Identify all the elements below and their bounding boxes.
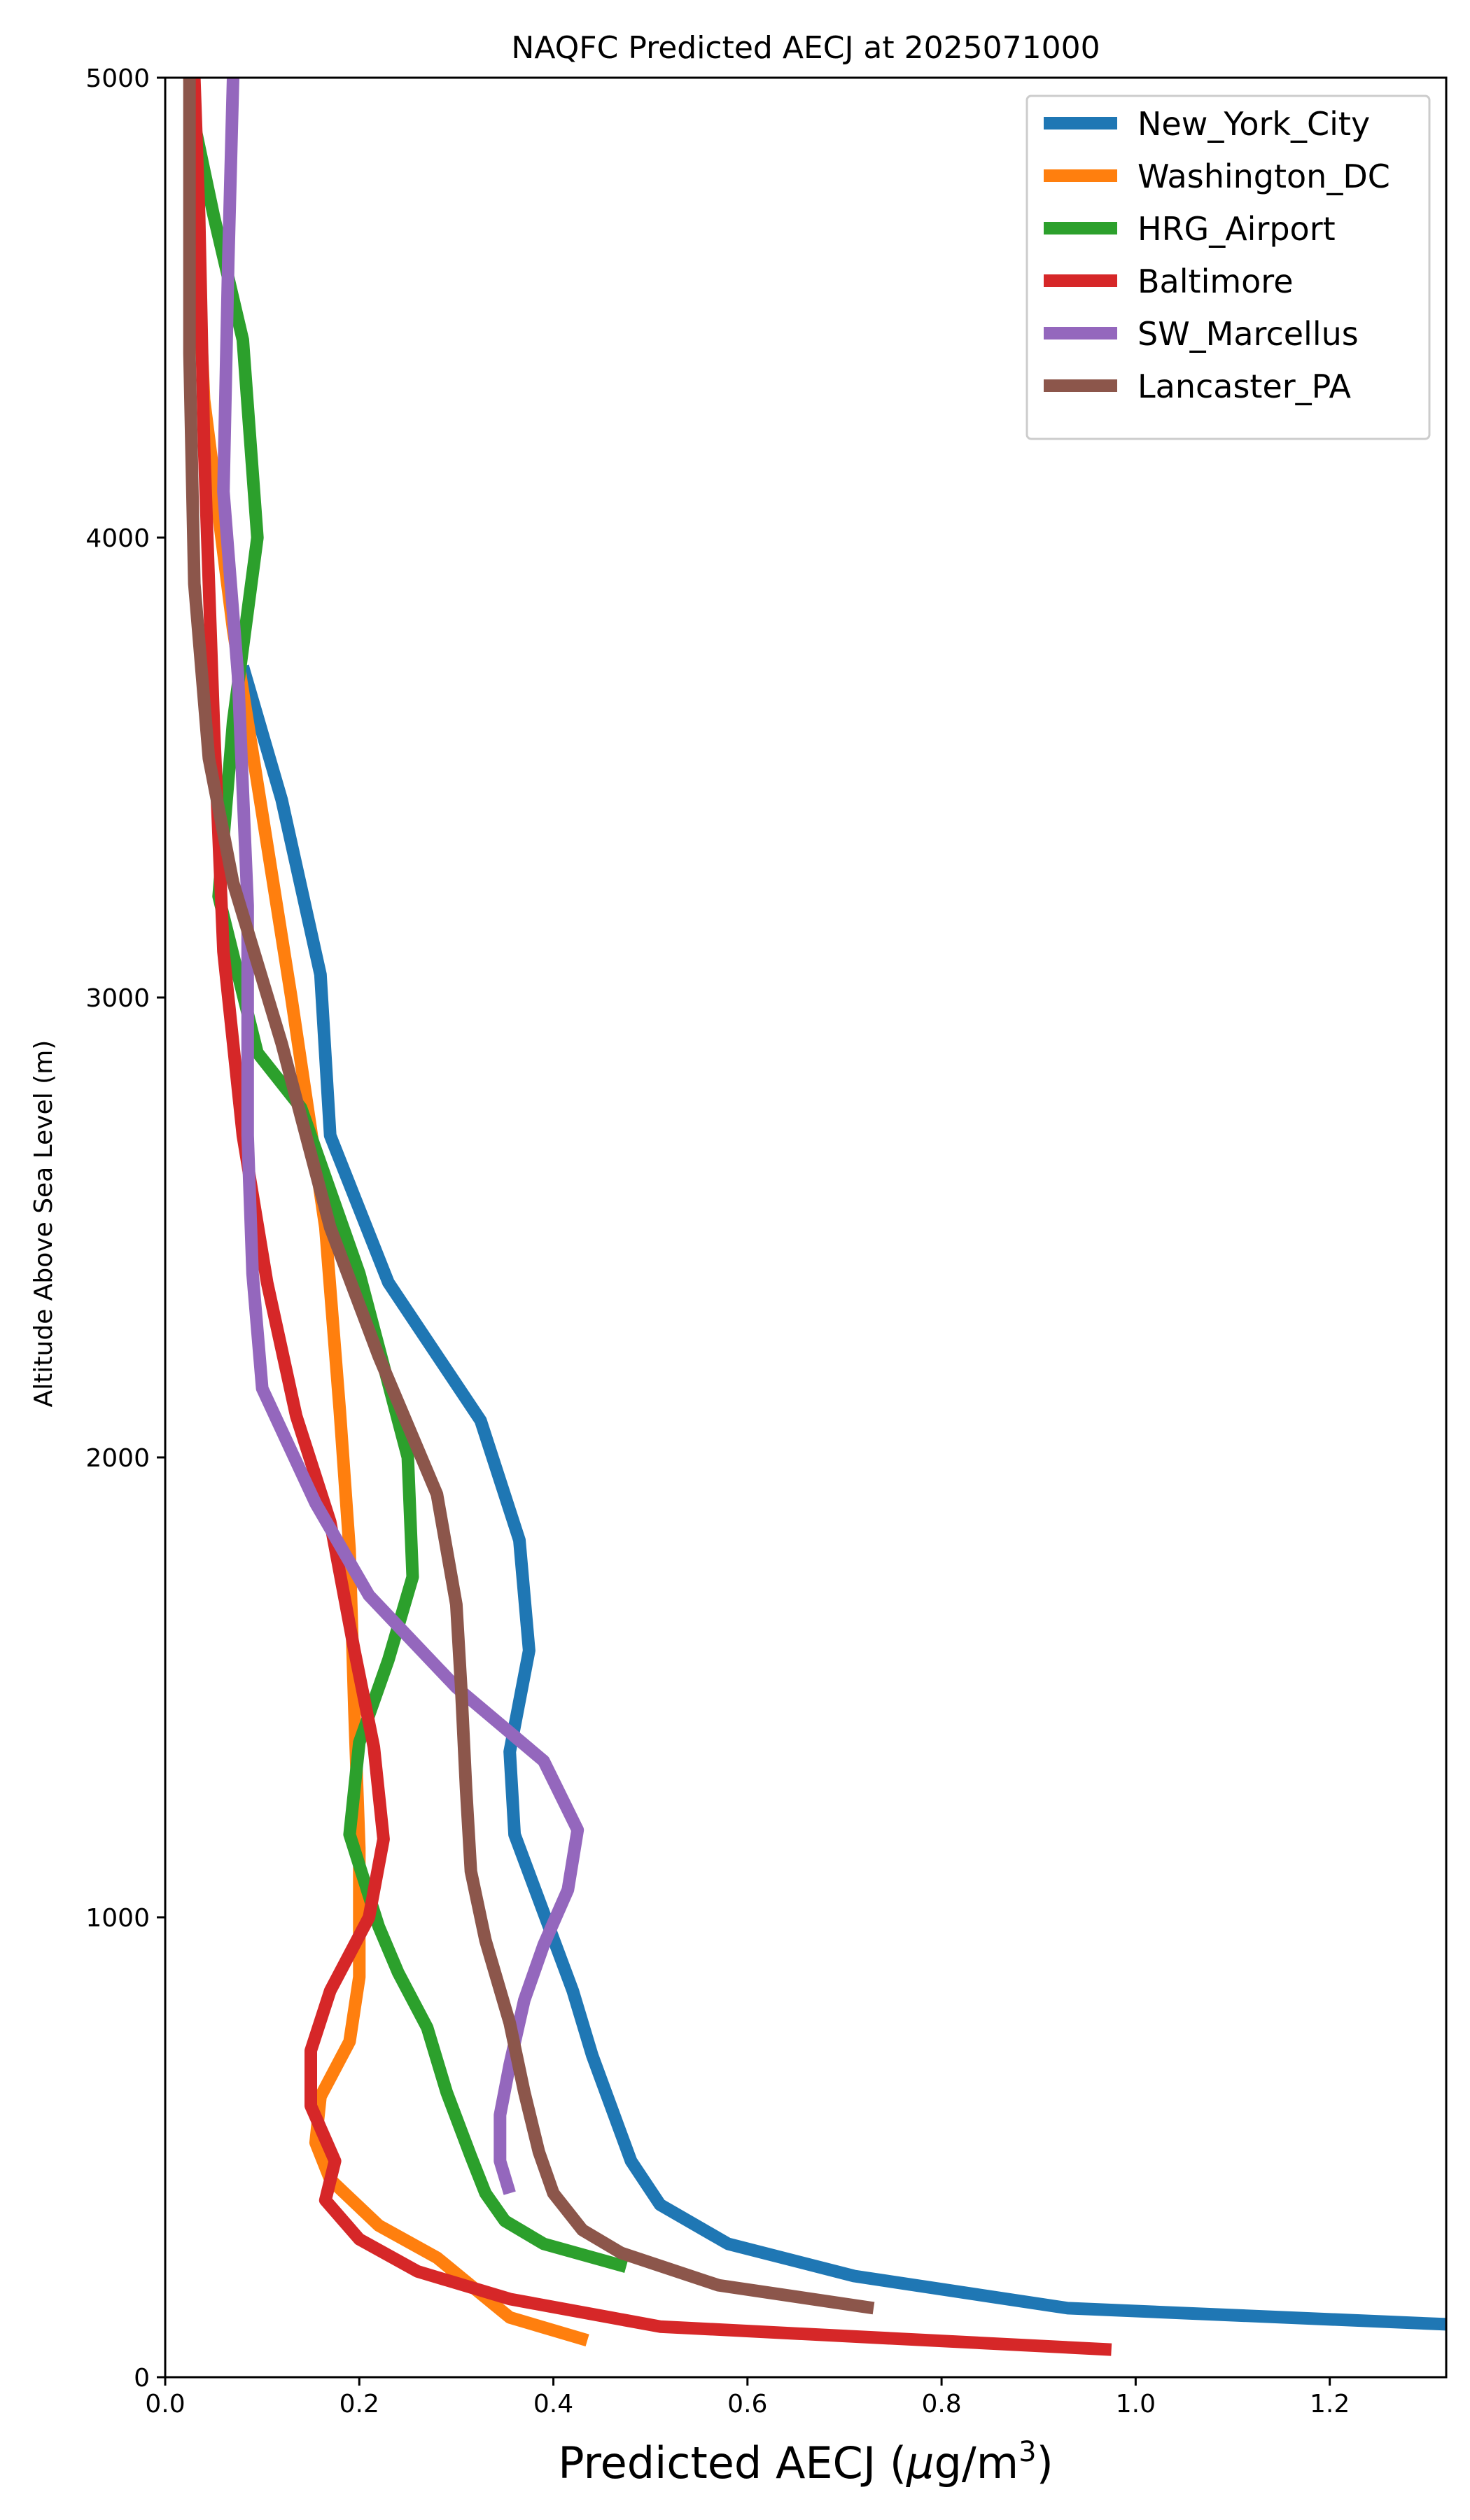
legend-frame bbox=[1026, 94, 1431, 440]
x-tick-label: 1.2 bbox=[1310, 2390, 1350, 2418]
plot-frame bbox=[164, 76, 1448, 2379]
y-tick-label: 0 bbox=[134, 2364, 150, 2393]
x-axis-label-superscript: 3 bbox=[1018, 2436, 1036, 2468]
series-layer bbox=[183, 78, 1446, 2356]
y-tick-label: 4000 bbox=[85, 524, 150, 553]
y-tick-label: 3000 bbox=[85, 984, 150, 1013]
x-axis-label-mu: μ bbox=[906, 2437, 934, 2488]
y-tick-label: 1000 bbox=[85, 1904, 150, 1933]
legend-label-Baltimore: Baltimore bbox=[1138, 262, 1294, 300]
x-axis-label: Predicted AECJ (μg/m3) bbox=[558, 2436, 1054, 2488]
legend-label-Lancaster_PA: Lancaster_PA bbox=[1138, 368, 1351, 405]
series-line-Lancaster_PA bbox=[183, 78, 875, 2315]
y-axis-label: Altitude Above Sea Level (m) bbox=[29, 1040, 58, 1408]
y-tick-label: 5000 bbox=[85, 64, 150, 93]
series-line-New_York_City bbox=[237, 664, 1446, 2331]
x-tick-label: 0.8 bbox=[921, 2390, 961, 2418]
y-tick-label: 2000 bbox=[85, 1444, 150, 1473]
x-tick-label: 0.2 bbox=[340, 2390, 379, 2418]
x-tick-label: 1.0 bbox=[1116, 2390, 1156, 2418]
legend-label-New_York_City: New_York_City bbox=[1138, 105, 1370, 143]
chart-title: NAQFC Predicted AECJ at 2025071000 bbox=[511, 30, 1100, 66]
x-axis-label-suffix: ) bbox=[1037, 2437, 1054, 2488]
legend-label-HRG_Airport: HRG_Airport bbox=[1138, 210, 1336, 248]
x-tick-label: 0.4 bbox=[533, 2390, 573, 2418]
x-axis-label-unit: g/m bbox=[934, 2437, 1018, 2488]
x-axis-label-prefix: Predicted AECJ ( bbox=[558, 2437, 906, 2488]
legend-label-Washington_DC: Washington_DC bbox=[1138, 158, 1390, 195]
x-tick-label: 0.0 bbox=[145, 2390, 185, 2418]
legend: New_York_City Washington_DC HRG_Airport Bal… bbox=[1026, 94, 1431, 440]
x-tick-label: 0.6 bbox=[727, 2390, 767, 2418]
axes-layer: 0.0 0.2 0.4 0.6 0.8 1.0 1.2 0 1000 2000 3000 4000 50… bbox=[85, 64, 1448, 2418]
series-line-Baltimore bbox=[188, 78, 1112, 2356]
legend-label-SW_Marcellus: SW_Marcellus bbox=[1138, 315, 1359, 353]
